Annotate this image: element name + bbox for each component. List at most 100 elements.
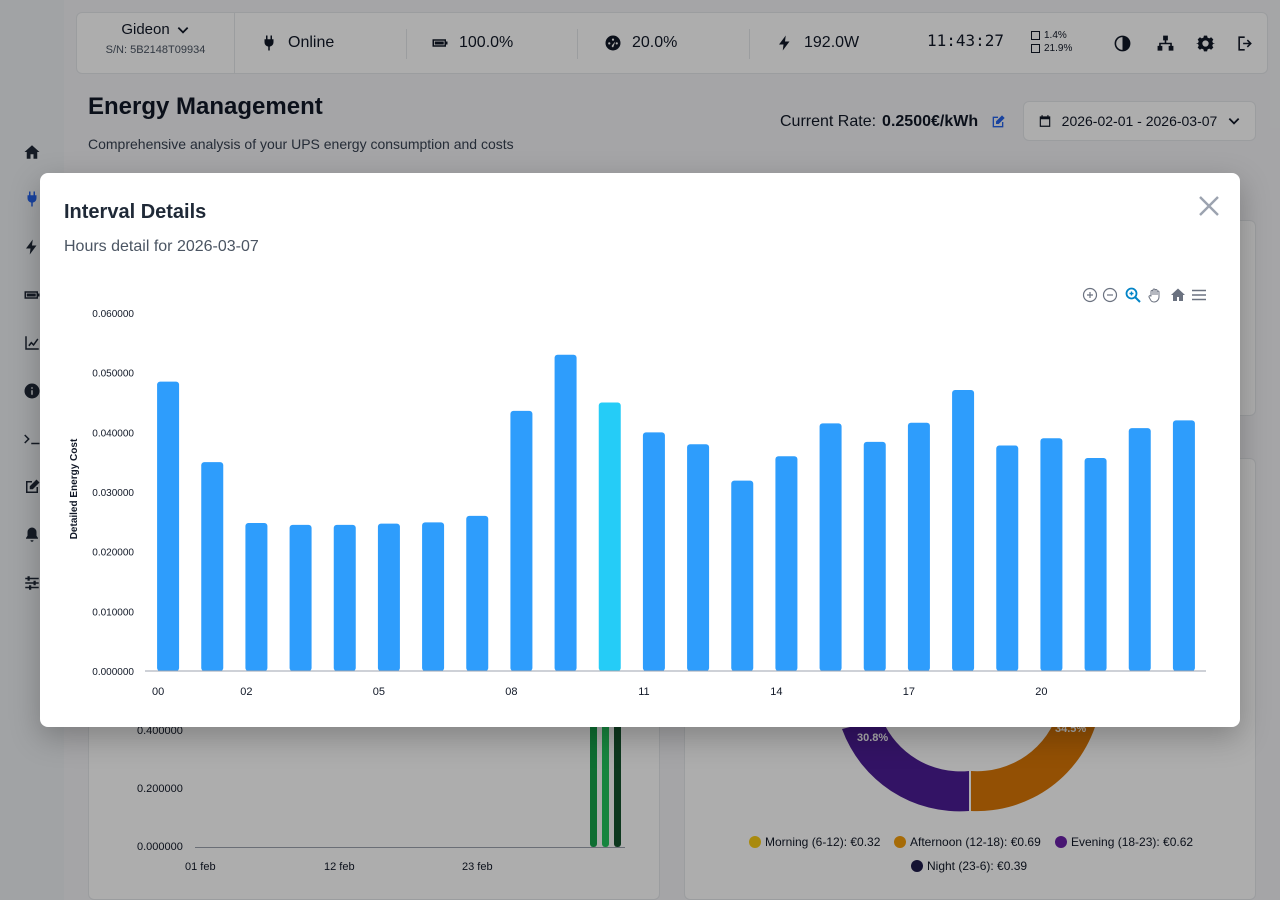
y-tick-label: 0.040000 xyxy=(92,428,134,439)
bar-hour-02[interactable] xyxy=(245,523,268,671)
bar-hour-08[interactable] xyxy=(510,410,533,671)
bar-hour-21[interactable] xyxy=(1084,457,1107,671)
bolt-icon[interactable] xyxy=(20,235,44,259)
sliders-icon[interactable] xyxy=(20,571,44,595)
edit-icon[interactable] xyxy=(20,475,44,499)
theme-toggle-icon[interactable] xyxy=(1112,33,1132,53)
legend-item-evening[interactable]: Evening (18-23): €0.62 xyxy=(1055,835,1193,849)
bar-hour-04[interactable] xyxy=(333,524,356,671)
bar-hour-14[interactable] xyxy=(775,456,798,671)
calendar-icon xyxy=(1039,115,1050,127)
reset-home-icon[interactable] xyxy=(1169,286,1187,304)
bar-hour-19[interactable] xyxy=(996,445,1019,671)
bar xyxy=(614,724,621,847)
y-tick-label: 0.030000 xyxy=(92,488,134,499)
bar-hour-16[interactable] xyxy=(863,441,886,671)
legend-item-afternoon[interactable]: Afternoon (12-18): €0.69 xyxy=(894,835,1041,849)
x-tick: 12 feb xyxy=(324,861,355,873)
legend-dot xyxy=(749,836,761,848)
battery-icon[interactable] xyxy=(20,283,44,307)
cpu-value: 1.4% xyxy=(1044,30,1067,41)
bar-hour-06[interactable] xyxy=(422,522,445,671)
bar-hour-15[interactable] xyxy=(819,423,842,671)
divider xyxy=(406,29,407,59)
bar-hour-07[interactable] xyxy=(466,515,489,671)
load-stat: 20.0% xyxy=(604,13,677,73)
x-tick-label: 20 xyxy=(1035,686,1047,698)
selection-zoom-icon[interactable] xyxy=(1124,286,1142,304)
date-range-picker[interactable]: 2026-02-01 - 2026-03-07 xyxy=(1023,101,1256,141)
legend-item-morning[interactable]: Morning (6-12): €0.32 xyxy=(749,835,880,849)
legend-label: Morning (6-12): €0.32 xyxy=(765,835,881,849)
rate-label: Current Rate: xyxy=(780,113,877,130)
bar xyxy=(602,724,609,847)
bar-hour-13[interactable] xyxy=(731,480,754,671)
device-serial: S/N: 5B2148T09934 xyxy=(105,44,206,56)
y-tick: 0.000000 xyxy=(137,841,183,853)
x-tick-label: 11 xyxy=(638,686,649,698)
legend-label: Afternoon (12-18): €0.69 xyxy=(910,835,1041,849)
bar-hour-23[interactable] xyxy=(1172,420,1195,671)
page-title: Energy Management xyxy=(88,93,323,120)
terminal-icon[interactable] xyxy=(20,427,44,451)
y-tick-label: 0.010000 xyxy=(92,607,134,618)
battery-icon xyxy=(432,39,448,47)
plug-icon xyxy=(264,35,274,51)
bar-hour-20[interactable] xyxy=(1040,438,1063,671)
x-tick-label: 02 xyxy=(240,686,252,698)
pan-hand-icon[interactable] xyxy=(1146,286,1164,304)
date-range-value: 2026-02-01 - 2026-03-07 xyxy=(1061,113,1218,129)
close-icon[interactable] xyxy=(1196,193,1222,219)
rate-value: 0.2500€/kWh xyxy=(882,113,979,130)
y-tick-label: 0.000000 xyxy=(92,667,134,678)
memory-value: 21.9% xyxy=(1044,43,1073,54)
bell-icon[interactable] xyxy=(20,523,44,547)
legend-dot xyxy=(894,836,906,848)
x-axis xyxy=(195,847,625,848)
gear-icon[interactable] xyxy=(1195,33,1215,53)
network-icon[interactable] xyxy=(1155,33,1175,53)
home-icon[interactable] xyxy=(20,140,44,164)
edit-rate-icon[interactable] xyxy=(990,114,1006,130)
bar-hour-09[interactable] xyxy=(554,354,577,671)
bar-hour-03[interactable] xyxy=(289,524,312,671)
interval-bar-chart: Detailed Energy Cost 0.000000 0.010000 0.0… xyxy=(69,309,1206,698)
device-selector[interactable]: Gideon S/N: 5B2148T09934 xyxy=(77,13,235,73)
bar-hour-12[interactable] xyxy=(687,444,710,671)
gauge-icon xyxy=(605,35,621,51)
bar-hour-17[interactable] xyxy=(907,422,930,671)
bar-hour-05[interactable] xyxy=(377,523,400,671)
battery-stat: 100.0% xyxy=(431,13,513,73)
device-name: Gideon xyxy=(121,21,170,38)
bar-hour-18[interactable] xyxy=(952,389,975,671)
page-subtitle: Comprehensive analysis of your UPS energ… xyxy=(88,136,514,152)
top-bar: Gideon S/N: 5B2148T09934 Online 100.0% 2… xyxy=(76,12,1268,74)
logout-icon[interactable] xyxy=(1235,33,1255,53)
bar-hour-10[interactable] xyxy=(598,402,621,672)
afternoon-slice xyxy=(971,709,1098,812)
modal-subtitle: Hours detail for 2026-03-07 xyxy=(64,238,259,255)
legend-dot xyxy=(911,860,923,872)
y-axis-label: Detailed Energy Cost xyxy=(69,438,80,539)
plug-icon[interactable] xyxy=(20,187,44,211)
chart-line-icon[interactable] xyxy=(20,331,44,355)
legend-item-night[interactable]: Night (23-6): €0.39 xyxy=(911,859,1027,873)
evening-slice xyxy=(842,719,969,812)
info-icon[interactable] xyxy=(20,379,44,403)
bar-hour-22[interactable] xyxy=(1128,428,1151,671)
legend-dot xyxy=(1055,836,1067,848)
menu-icon[interactable] xyxy=(1190,286,1208,304)
zoom-in-icon[interactable] xyxy=(1081,286,1099,304)
bar-hour-11[interactable] xyxy=(642,432,665,671)
bar xyxy=(590,724,597,847)
bar-hour-01[interactable] xyxy=(201,462,224,671)
zoom-out-icon[interactable] xyxy=(1101,286,1119,304)
x-tick: 01 feb xyxy=(185,861,216,873)
x-tick-label: 05 xyxy=(373,686,385,698)
y-tick: 0.400000 xyxy=(137,725,183,737)
current-rate: Current Rate: 0.2500€/kWh xyxy=(780,113,1006,131)
chevron-down-icon xyxy=(177,26,188,34)
donut-chart: 30.8% 34.5% xyxy=(842,709,1098,812)
bar-hour-00[interactable] xyxy=(157,381,180,671)
cpu-icon xyxy=(1031,31,1040,40)
